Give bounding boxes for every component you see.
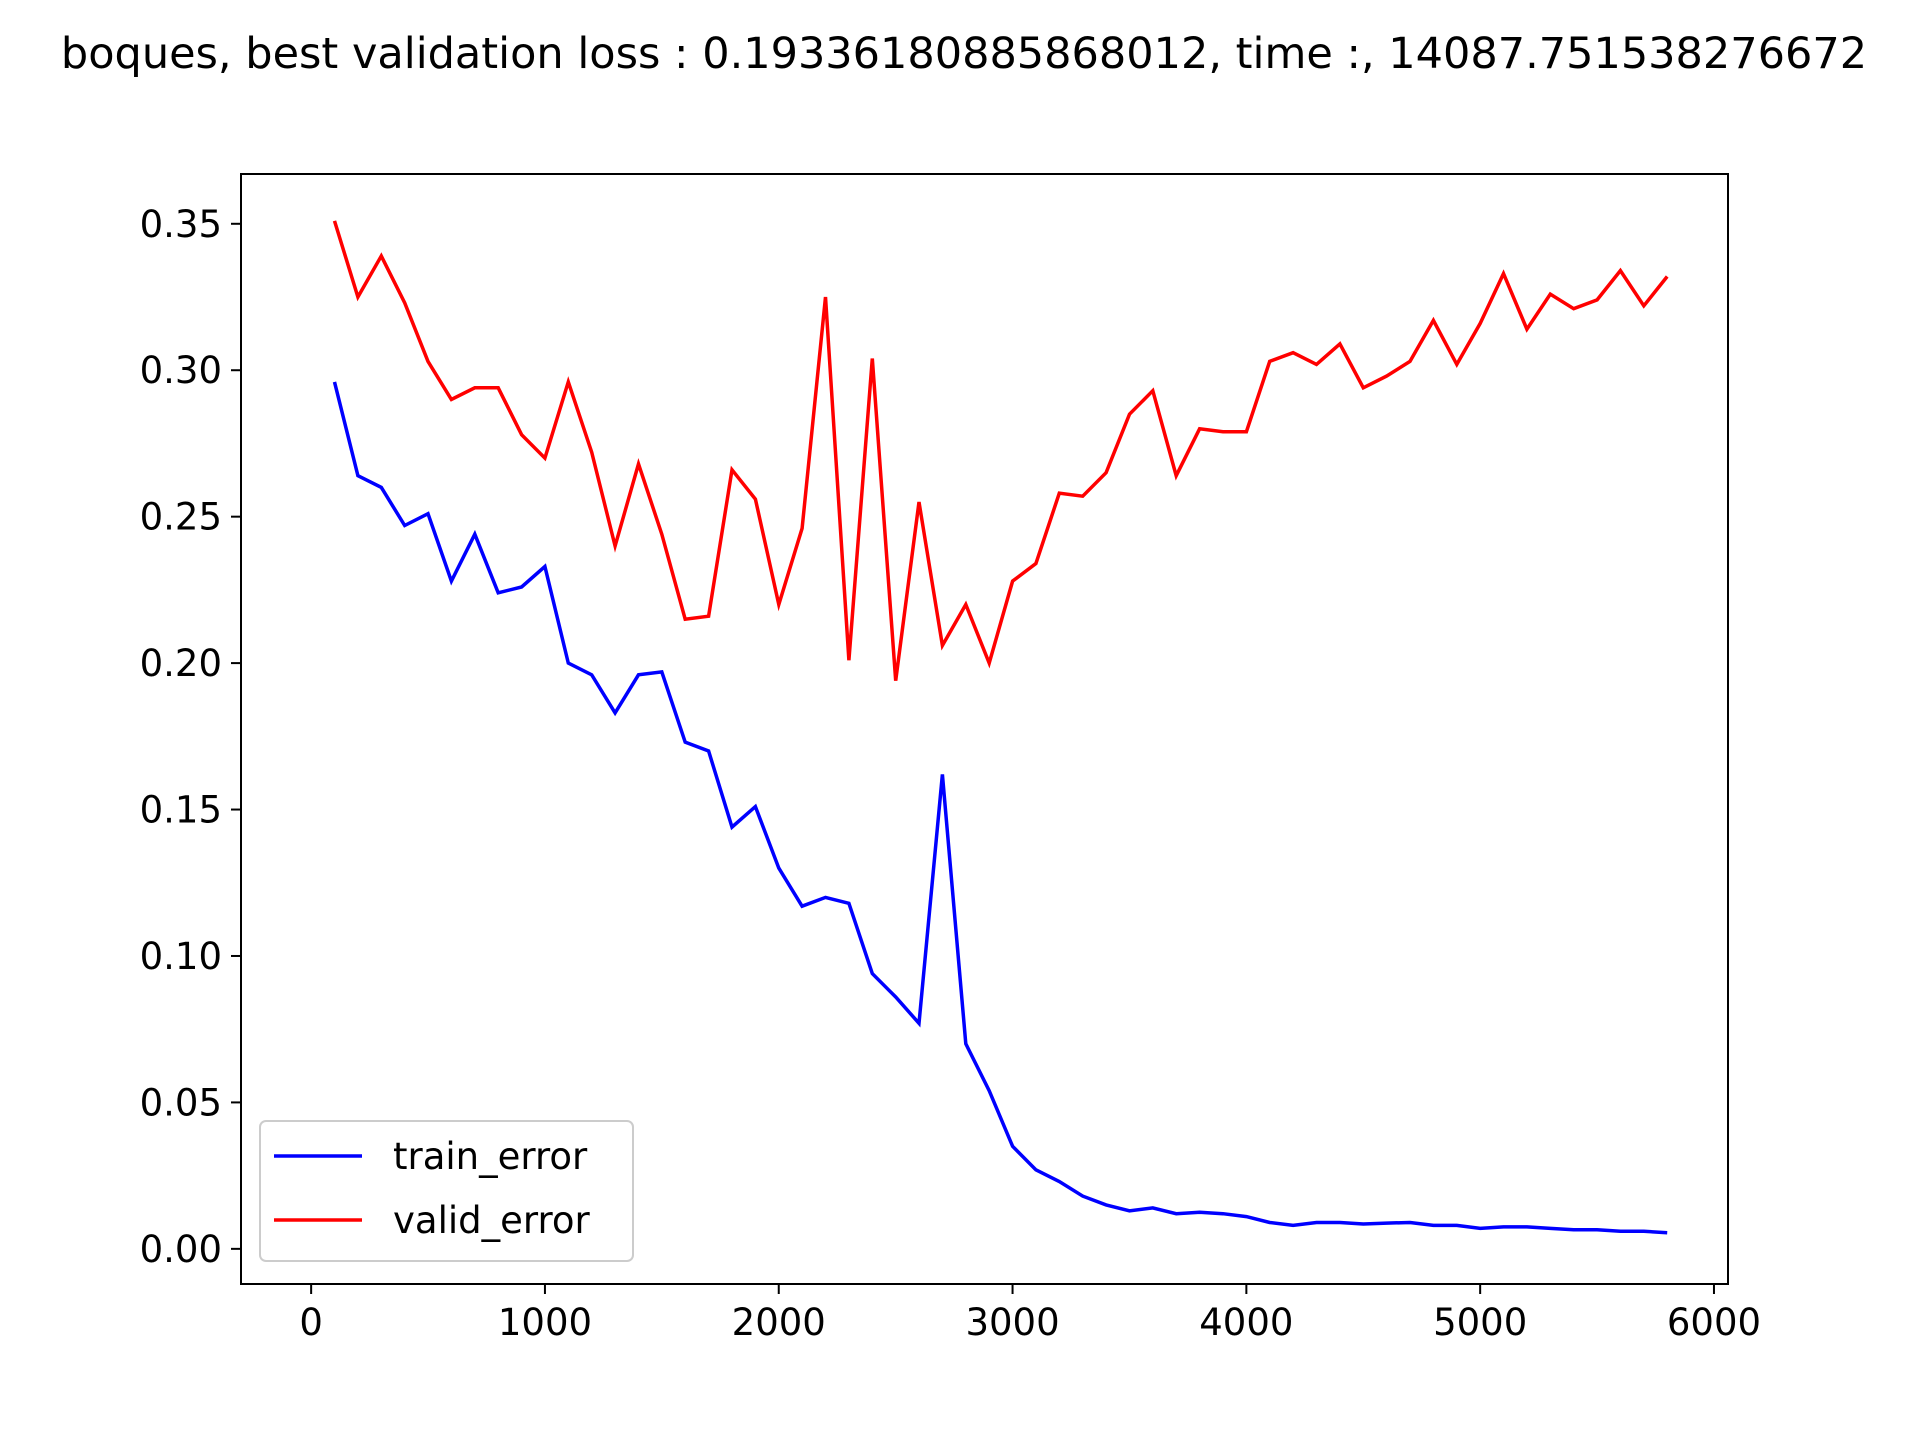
y-tick-label: 0.35 bbox=[140, 203, 222, 246]
legend-label: valid_error bbox=[393, 1199, 590, 1242]
series-layer bbox=[332, 220, 1669, 1235]
y-tick-label: 0.30 bbox=[140, 349, 222, 392]
chart-title: boques, best validation loss : 0.1933618… bbox=[61, 29, 1867, 79]
x-tick-label: 0 bbox=[299, 1301, 323, 1344]
axes-layer: 0 1000 2000 3000 4000 5000 6000 0.00 0.05 0.10 0.1… bbox=[140, 203, 1761, 1344]
y-tick-label: 0.25 bbox=[140, 496, 222, 539]
y-tick-label: 0.10 bbox=[140, 935, 222, 978]
y-tick-label: 0.05 bbox=[140, 1081, 222, 1124]
x-tick-label: 5000 bbox=[1433, 1301, 1527, 1344]
x-tick-label: 2000 bbox=[732, 1301, 826, 1344]
legend-label: train_error bbox=[393, 1135, 588, 1178]
y-tick-label: 0.20 bbox=[140, 642, 222, 685]
y-tick-label: 0.00 bbox=[140, 1228, 222, 1271]
x-tick-label: 4000 bbox=[1199, 1301, 1293, 1344]
series-line-train-error bbox=[332, 381, 1668, 1235]
x-tick-label: 6000 bbox=[1667, 1301, 1761, 1344]
y-tick-label: 0.15 bbox=[140, 789, 222, 832]
x-tick-label: 1000 bbox=[498, 1301, 592, 1344]
x-tick-label: 3000 bbox=[965, 1301, 1059, 1344]
series-line-valid-error bbox=[332, 220, 1669, 681]
plot-frame bbox=[240, 173, 1729, 1285]
legend: train_error valid_error bbox=[259, 1120, 634, 1262]
